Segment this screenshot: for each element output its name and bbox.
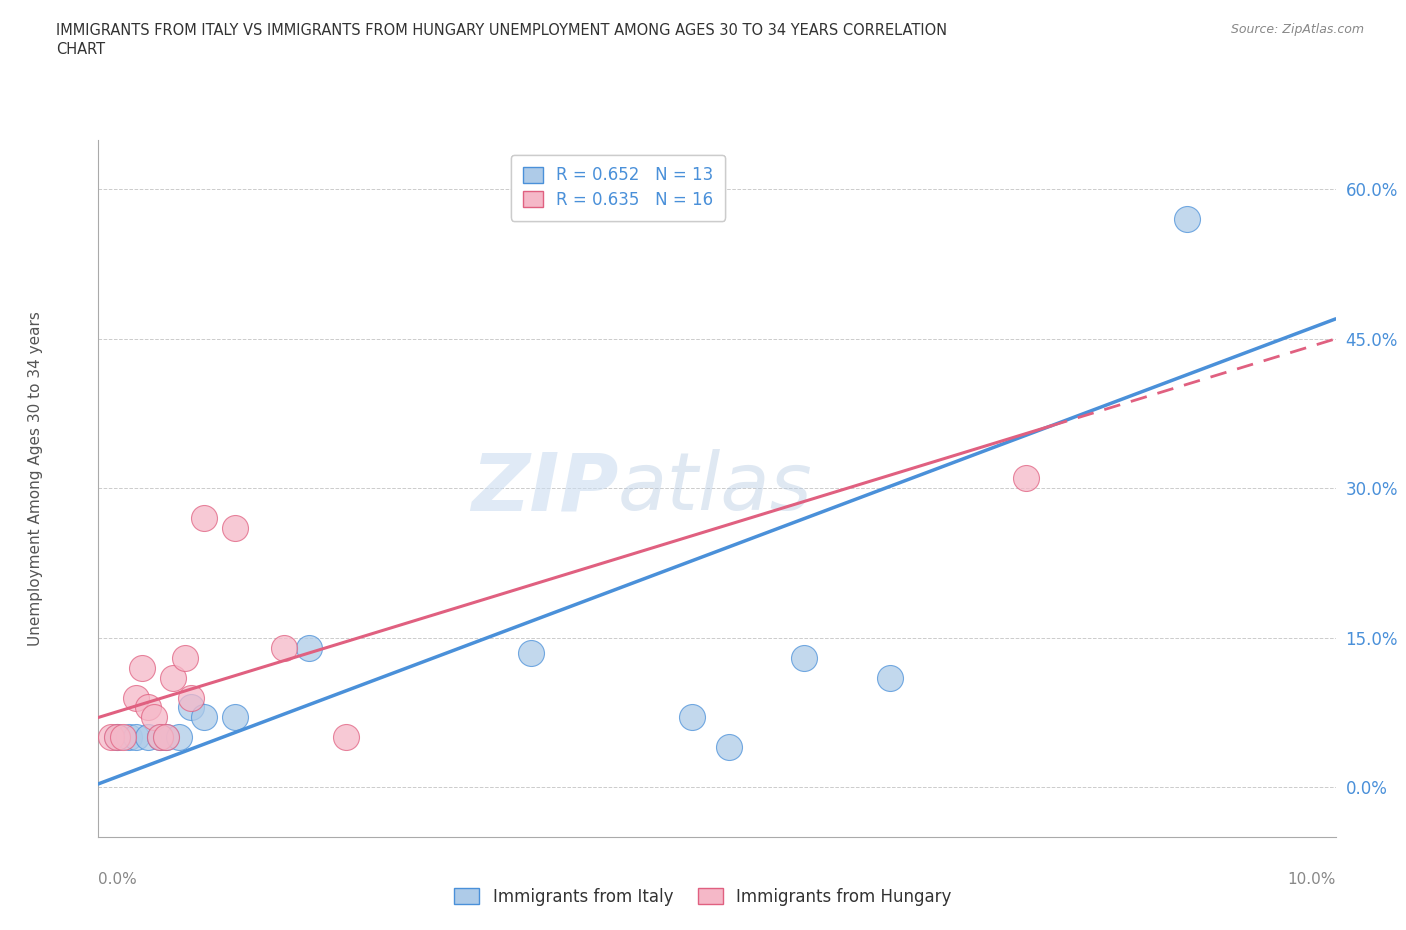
Point [124,730,146,745]
Text: Unemployment Among Ages 30 to 34 years: Unemployment Among Ages 30 to 34 years [28,312,42,646]
Point [167,730,190,745]
Point [162,671,184,685]
Point [105,730,128,745]
Point [793,650,815,665]
Legend: Immigrants from Italy, Immigrants from Hungary: Immigrants from Italy, Immigrants from H… [447,881,959,912]
Point [1015,471,1038,485]
Point [224,521,246,536]
Point [131,660,153,675]
Point [100,730,122,745]
Point [879,671,901,685]
Point [335,730,357,745]
Point [520,645,543,660]
Point [112,730,135,745]
Text: ZIP: ZIP [471,449,619,527]
Point [136,730,159,745]
Point [149,730,172,745]
Text: CHART: CHART [56,42,105,57]
Point [155,730,177,745]
Point [298,640,321,655]
Text: 0.0%: 0.0% [98,872,138,887]
Point [180,700,202,715]
Point [681,710,703,724]
Point [193,710,215,724]
Point [224,710,246,724]
Point [136,700,159,715]
Point [180,690,202,705]
Point [1175,212,1198,227]
Point [124,690,146,705]
Point [149,730,172,745]
Text: IMMIGRANTS FROM ITALY VS IMMIGRANTS FROM HUNGARY UNEMPLOYMENT AMONG AGES 30 TO 3: IMMIGRANTS FROM ITALY VS IMMIGRANTS FROM… [56,23,948,38]
Point [718,740,741,755]
Point [273,640,295,655]
Point [174,650,197,665]
Legend: R = 0.652   N = 13, R = 0.635   N = 16: R = 0.652 N = 13, R = 0.635 N = 16 [512,154,725,220]
Point [155,730,177,745]
Point [118,730,141,745]
Text: Source: ZipAtlas.com: Source: ZipAtlas.com [1230,23,1364,36]
Text: atlas: atlas [619,449,813,527]
Point [143,710,166,724]
Point [193,511,215,525]
Text: 10.0%: 10.0% [1288,872,1336,887]
Point [105,730,128,745]
